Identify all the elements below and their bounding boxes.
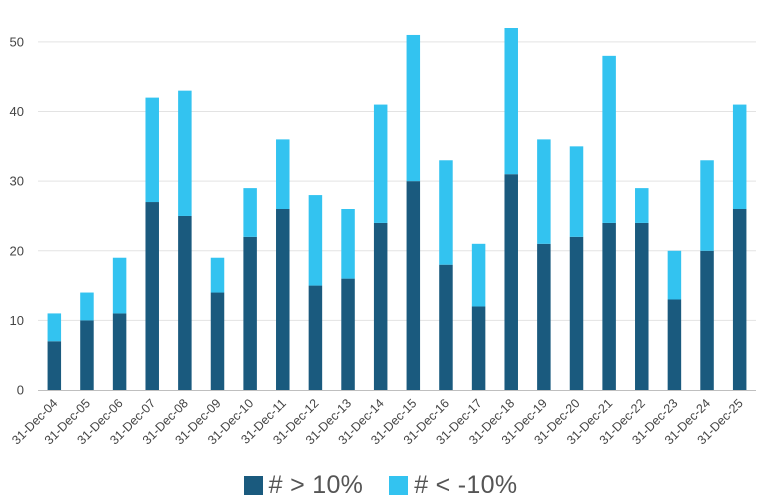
bar-below-minus-10: [276, 139, 290, 209]
bar-below-minus-10: [569, 146, 584, 237]
bar-below-minus-10: [145, 97, 159, 203]
bar-below-minus-10: [602, 55, 616, 223]
bar-above-10: [732, 209, 747, 390]
bar-above-10: [178, 215, 192, 390]
legend-item-below-minus-10: # < -10%: [389, 471, 517, 500]
y-tick-label: 40: [10, 104, 24, 119]
x-axis-tick-labels: 31-Dec-0431-Dec-0531-Dec-0631-Dec-0731-D…: [9, 396, 746, 447]
y-axis-tick-labels: 0 10 20 30 40 50: [10, 34, 24, 397]
legend-swatch-above-10: [243, 475, 263, 495]
legend-swatch-below-minus-10: [389, 475, 409, 495]
bar-below-minus-10: [112, 257, 127, 314]
bar-above-10: [80, 320, 94, 390]
bar-below-minus-10: [406, 34, 421, 182]
bar-above-10: [471, 306, 486, 390]
legend-label-above-10: # > 10%: [268, 470, 364, 499]
bar-above-10: [602, 222, 616, 390]
y-tick-label: 50: [10, 34, 24, 49]
bars: [47, 28, 747, 390]
bar-below-minus-10: [700, 160, 714, 251]
bar-below-minus-10: [373, 104, 388, 223]
bar-below-minus-10: [471, 243, 486, 307]
legend-item-above-10: # > 10%: [243, 470, 364, 500]
bar-below-minus-10: [732, 104, 747, 209]
bar-above-10: [667, 299, 682, 390]
bar-below-minus-10: [178, 90, 192, 216]
bar-above-10: [406, 181, 421, 390]
bar-below-minus-10: [47, 313, 62, 342]
bar-above-10: [243, 236, 257, 390]
bar-above-10: [504, 174, 518, 390]
bar-above-10: [341, 278, 355, 390]
bar-above-10: [700, 250, 714, 390]
bar-above-10: [145, 202, 159, 390]
bar-below-minus-10: [243, 188, 257, 237]
y-tick-label: 0: [17, 383, 24, 398]
legend: # > 10% # < -10%: [0, 470, 761, 500]
bar-above-10: [47, 341, 62, 390]
y-tick-label: 30: [10, 174, 24, 189]
bar-above-10: [112, 313, 127, 390]
bar-above-10: [373, 222, 388, 390]
bar-below-minus-10: [667, 250, 682, 300]
bar-below-minus-10: [504, 28, 518, 175]
bar-above-10: [569, 236, 584, 390]
y-tick-label: 20: [10, 243, 24, 258]
bar-below-minus-10: [635, 188, 649, 223]
bar-below-minus-10: [210, 257, 225, 293]
y-tick-label: 10: [10, 313, 24, 328]
bar-below-minus-10: [439, 160, 453, 265]
bar-below-minus-10: [308, 195, 323, 286]
bar-below-minus-10: [537, 139, 551, 244]
bar-above-10: [635, 222, 649, 390]
legend-label-below-minus-10: # < -10%: [414, 470, 518, 499]
bar-below-minus-10: [80, 292, 94, 321]
stacked-bar-chart: 0 10 20 30 40 50 31-Dec-0431-Dec-0531-Dec-063…: [9, 28, 756, 447]
bar-above-10: [308, 285, 323, 390]
bar-above-10: [439, 264, 453, 390]
bar-above-10: [537, 243, 551, 390]
bar-below-minus-10: [341, 209, 355, 279]
bar-above-10: [276, 209, 290, 390]
bar-above-10: [210, 292, 225, 390]
